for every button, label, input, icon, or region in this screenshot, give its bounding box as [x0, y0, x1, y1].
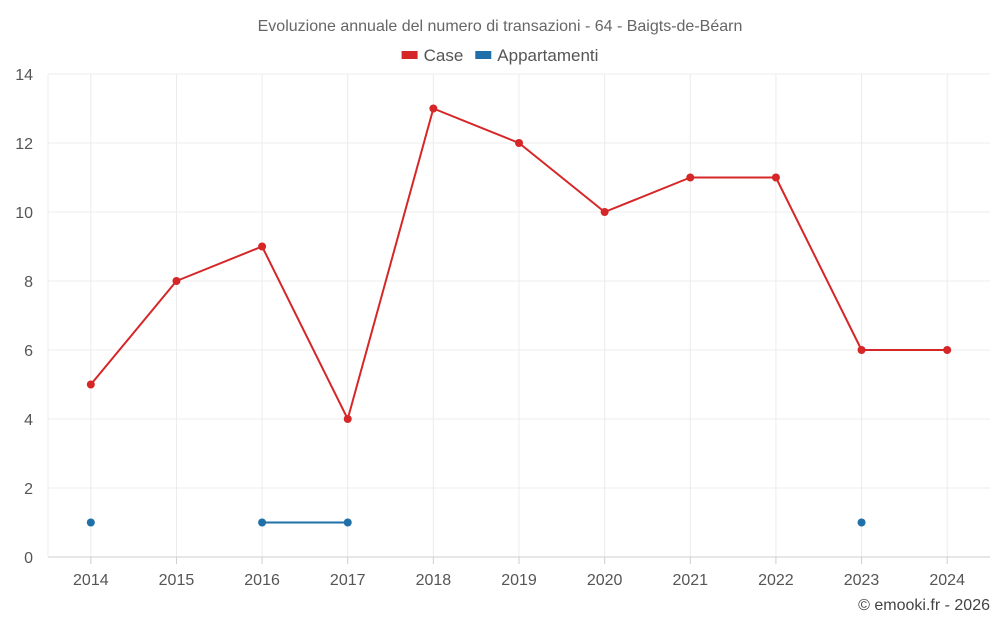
y-tick-label: 10: [15, 205, 33, 222]
x-tick-label: 2024: [929, 572, 965, 589]
series: [86, 104, 952, 527]
data-point[interactable]: [771, 173, 780, 182]
series-0: [86, 104, 952, 423]
x-tick-label: 2022: [758, 572, 794, 589]
x-tick-label: 2023: [844, 572, 880, 589]
legend-swatch: [401, 51, 418, 59]
data-point[interactable]: [600, 208, 609, 216]
data-point[interactable]: [343, 415, 352, 423]
data-point[interactable]: [857, 518, 866, 527]
data-point[interactable]: [86, 518, 95, 527]
x-tick-label: 2017: [330, 572, 366, 589]
y-tick-label: 4: [24, 412, 33, 429]
series-1: [86, 518, 866, 527]
y-tick-label: 6: [24, 343, 33, 360]
legend-label: Appartamenti: [497, 46, 598, 65]
x-tick-label: 2018: [416, 572, 452, 589]
data-point[interactable]: [857, 346, 866, 354]
x-tick-label: 2020: [587, 572, 623, 589]
x-tick-label: 2015: [159, 572, 195, 589]
y-tick-label: 0: [24, 550, 33, 567]
data-point[interactable]: [515, 139, 523, 147]
data-point[interactable]: [343, 518, 352, 527]
legend: Case Appartamenti: [401, 46, 598, 65]
data-point[interactable]: [943, 346, 952, 354]
x-tick-label: 2016: [244, 572, 280, 589]
data-point[interactable]: [258, 518, 267, 527]
legend-label: Case: [424, 46, 464, 65]
credit-text: © emooki.fr - 2026: [858, 597, 990, 614]
x-tick-label: 2021: [672, 572, 708, 589]
y-tick-label: 2: [24, 481, 33, 498]
y-tick-label: 14: [15, 67, 33, 84]
data-point[interactable]: [172, 277, 181, 285]
data-point[interactable]: [86, 380, 95, 389]
data-point[interactable]: [429, 104, 438, 113]
y-tick-label: 12: [15, 136, 33, 153]
legend-swatch: [475, 51, 492, 59]
data-point[interactable]: [258, 242, 267, 251]
x-tick-label: 2019: [501, 572, 537, 589]
x-tick-label: 2014: [73, 572, 109, 589]
axes: 0 2 4 6 8 10 12 14 2014 2015 2016 2017 2018 2019 2020 2…: [15, 67, 990, 589]
data-point[interactable]: [686, 173, 695, 182]
chart-title: Evoluzione annuale del numero di transaz…: [258, 18, 743, 35]
y-tick-label: 8: [24, 274, 33, 291]
